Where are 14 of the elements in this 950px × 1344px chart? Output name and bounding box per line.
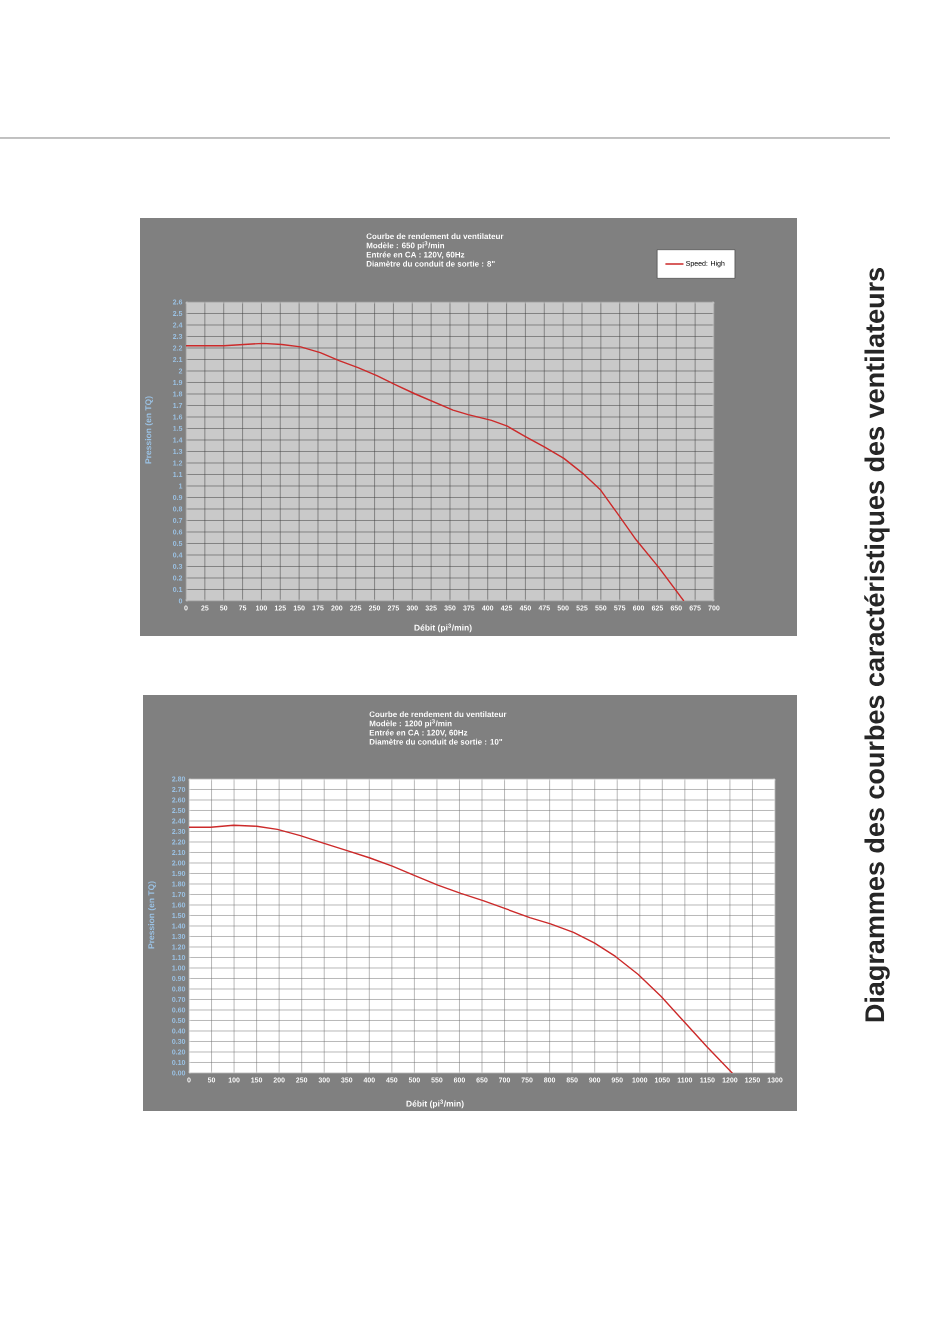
text: Entrée en CA : 120V, 60Hz <box>366 251 465 259</box>
text: Diamètre du conduit de sortie : 8" <box>366 260 495 267</box>
text: Entrée en CA : 120V, 60Hz <box>369 729 468 737</box>
chart-title: Courbe de rendement du ventilateur <box>369 711 507 718</box>
chart-subtitle: Modèle : 650 pi$^{3}$/min <box>366 241 445 250</box>
line-series <box>189 824 733 1073</box>
y-axis-title: Pression (en TQ) <box>145 396 153 464</box>
chart-subtitle: Modèle : 1200 pi$^{3}$/min <box>369 719 452 728</box>
x-axis-title: Débit (pi$^{3}$/min) <box>414 623 472 633</box>
text: Diamètre du conduit de sortie : 10" <box>369 738 503 745</box>
text: Diagrammes des courbes caractéristiques des ventilateurs <box>864 268 890 1022</box>
y-axis-title: Pression (en TQ) <box>148 881 156 949</box>
x-axis-title: Débit (pi$^{3}$/min) <box>406 1099 464 1109</box>
chart-title: Courbe de rendement du ventilateur <box>366 233 504 240</box>
